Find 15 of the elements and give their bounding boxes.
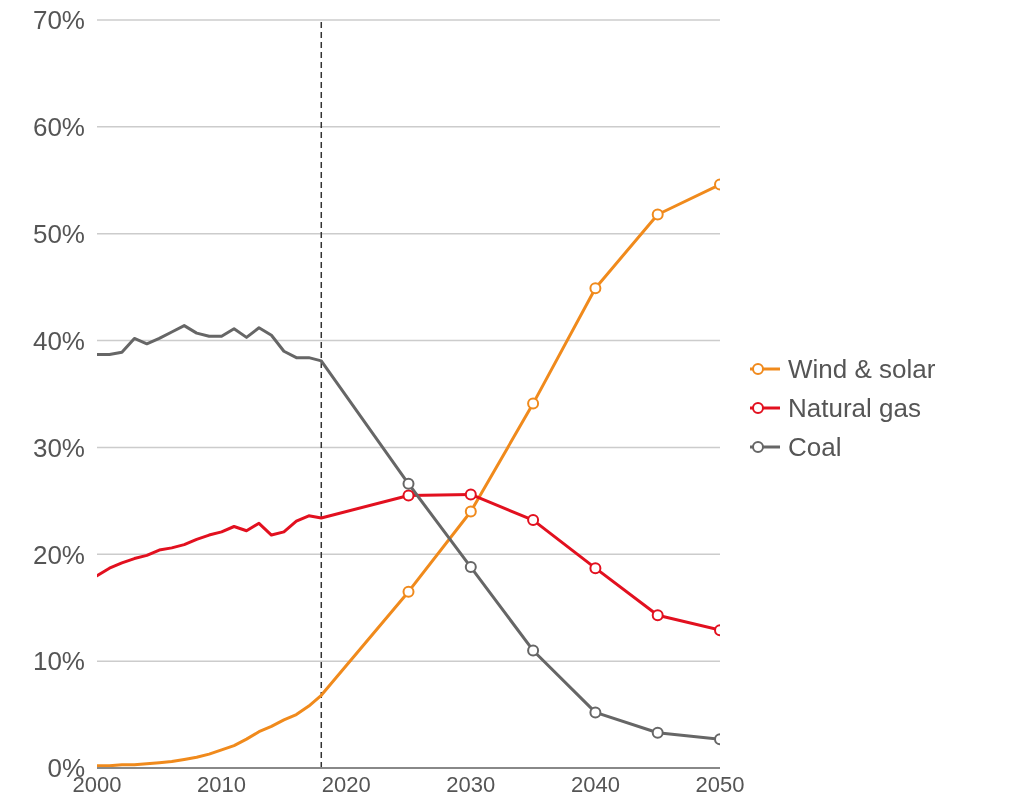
x-tick-label: 2040: [570, 771, 620, 797]
y-tick-label: 50%: [32, 218, 85, 249]
y-tick-label: 40%: [32, 325, 85, 356]
y-tick-label: 30%: [32, 432, 85, 463]
legend-label: Natural gas: [788, 392, 921, 424]
y-tick-label: 60%: [32, 112, 85, 143]
legend-label: Wind & solar: [788, 353, 936, 385]
y-tick-label: 70%: [32, 5, 85, 36]
x-tick-label: 2020: [321, 771, 371, 797]
legend-label: Coal: [788, 431, 842, 463]
x-tick-label: 2010: [197, 771, 247, 797]
y-tick-label: 20%: [32, 539, 85, 570]
x-tick-label: 2050: [695, 771, 745, 797]
y-tick-label: 10%: [32, 646, 85, 677]
x-tick-label: 2030: [446, 771, 496, 797]
